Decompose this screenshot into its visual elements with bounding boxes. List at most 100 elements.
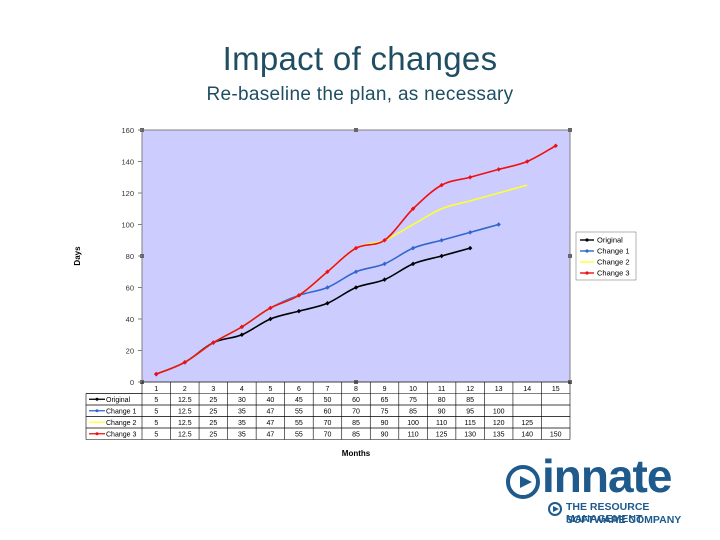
table-row-key-marker	[95, 409, 99, 413]
y-axis-title: Days	[73, 246, 82, 266]
table-cell: 150	[550, 432, 562, 439]
table-header-cell: 3	[211, 386, 215, 393]
table-cell: 85	[352, 432, 360, 439]
y-tick-label: 40	[126, 315, 134, 324]
y-tick-label: 160	[121, 126, 134, 135]
table-cell: 25	[209, 420, 217, 427]
table-cell: 40	[267, 397, 275, 404]
logo-tagline-1: THE RESOURCE MANAGEMENT	[566, 501, 650, 525]
table-cell: 47	[267, 409, 275, 416]
table-cell: 25	[209, 397, 217, 404]
table-cell: 75	[409, 397, 417, 404]
table-header-cell: 8	[354, 386, 358, 393]
table-cell: 85	[409, 409, 417, 416]
data-point	[211, 340, 216, 345]
table-row-label: Original	[106, 397, 131, 404]
table-cell: 25	[209, 432, 217, 439]
y-tick-label: 20	[126, 347, 134, 356]
small-play-circle-icon	[548, 502, 562, 516]
data-point	[239, 332, 245, 337]
table-row-label: Change 3	[106, 432, 136, 439]
data-point	[382, 261, 387, 267]
y-tick-label: 80	[126, 252, 134, 261]
table-cell: 125	[436, 432, 448, 439]
legend-swatch-marker	[585, 238, 589, 242]
table-cell: 110	[436, 420, 447, 427]
table-cell: 90	[381, 432, 389, 439]
legend-label: Change 3	[597, 269, 630, 278]
table-cell: 12.5	[178, 409, 192, 416]
table-header-cell: 1	[154, 386, 158, 393]
table-cell: 75	[381, 409, 389, 416]
table-cell: 45	[295, 397, 303, 404]
table-cell: 130	[464, 432, 476, 439]
table-cell: 65	[381, 397, 389, 404]
table-cell: 70	[324, 420, 332, 427]
table-row-key-marker	[95, 432, 99, 436]
table-cell: 140	[521, 432, 533, 439]
table-cell: 95	[466, 409, 474, 416]
data-point	[154, 371, 159, 377]
data-point	[467, 245, 473, 251]
table-cell: 12.5	[178, 397, 192, 404]
data-point	[382, 277, 387, 282]
table-cell: 100	[493, 409, 505, 416]
table-row-label: Change 1	[106, 409, 136, 416]
table-cell: 5	[154, 420, 158, 427]
legend: Original Change 1 Change 2 Change 3	[575, 231, 637, 281]
table-cell: 35	[238, 420, 246, 427]
x-axis-title: Months	[342, 449, 371, 458]
y-tick-label: 100	[121, 221, 134, 230]
data-point	[296, 308, 302, 314]
data-point	[410, 261, 416, 267]
plot-handle	[568, 128, 572, 132]
table-cell: 90	[381, 420, 389, 427]
table-cell: 55	[295, 432, 303, 439]
data-point	[353, 269, 359, 274]
data-point	[325, 285, 330, 290]
data-point	[296, 293, 302, 298]
data-point	[268, 316, 273, 322]
table-cell: 5	[154, 432, 158, 439]
data-point	[182, 360, 187, 365]
data-point	[439, 253, 444, 259]
logo-wordmark: innate	[542, 450, 672, 502]
legend-swatch-marker	[585, 249, 589, 253]
table-header-cell: 15	[552, 386, 560, 393]
y-axis: 0 20 40 60 80 100 120 140 160	[121, 126, 142, 387]
table-header-cell: 12	[466, 386, 474, 393]
data-point	[353, 285, 359, 290]
table-header-cell: 11	[438, 386, 445, 393]
table-cell: 120	[493, 420, 505, 427]
table-cell: 115	[465, 420, 476, 427]
table-cell: 60	[352, 397, 360, 404]
y-tick-label: 0	[130, 378, 134, 387]
legend-label: Original	[597, 236, 623, 245]
plot-handle	[568, 254, 572, 258]
table-cell: 60	[324, 409, 332, 416]
table-cell: 110	[407, 432, 418, 439]
table-cell: 5	[154, 397, 158, 404]
table-cell: 90	[438, 409, 446, 416]
table-header-cell: 9	[383, 386, 387, 393]
table-header-cell: 10	[409, 386, 417, 393]
innate-logo: innate THE RESOURCE MANAGEMENT SOFTWARE …	[500, 450, 720, 540]
table-cell: 47	[267, 432, 275, 439]
table-header-cell: 6	[297, 386, 301, 393]
data-point	[325, 301, 330, 306]
table-header-cell: 14	[523, 386, 531, 393]
data-point	[325, 269, 330, 274]
table-header-cell: 2	[183, 386, 187, 393]
table-cell: 12.5	[178, 420, 192, 427]
table-cell: 55	[295, 420, 303, 427]
play-circle-icon	[506, 465, 540, 499]
table-header-cell: 13	[495, 386, 503, 393]
table-cell: 135	[493, 432, 505, 439]
y-tick-label: 60	[126, 284, 134, 293]
table-cell: 70	[324, 432, 332, 439]
data-point	[410, 245, 416, 251]
table-cell: 55	[295, 409, 303, 416]
y-tick-label: 140	[121, 158, 134, 167]
